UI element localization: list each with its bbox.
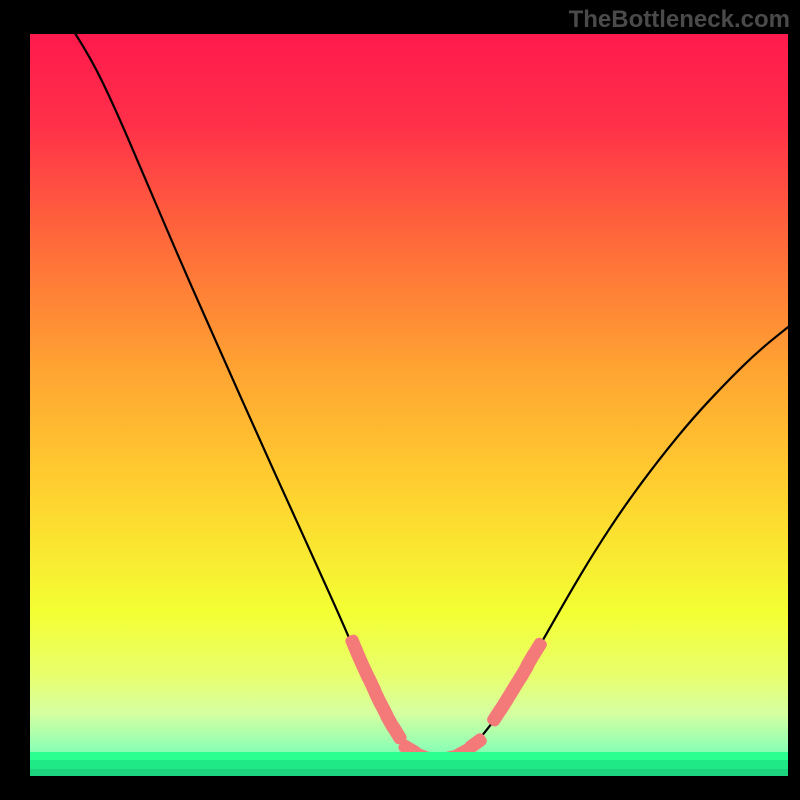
bottom-stripe	[30, 769, 788, 776]
bottom-stripe	[30, 760, 788, 768]
bottleneck-curve	[75, 34, 788, 761]
watermark-text: TheBottleneck.com	[569, 6, 790, 34]
plot-area	[30, 34, 788, 776]
bottom-stripe	[30, 752, 788, 760]
chart-svg	[30, 34, 788, 776]
marker-layer	[344, 633, 549, 767]
